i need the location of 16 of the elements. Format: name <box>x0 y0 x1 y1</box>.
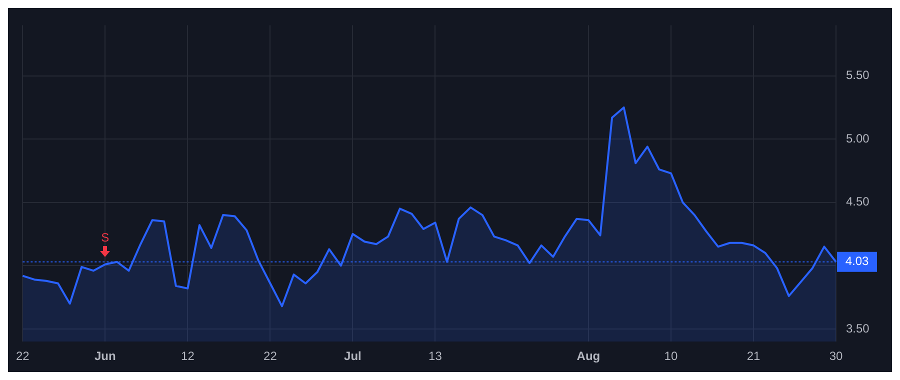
x-tick-label: 22 <box>264 349 278 364</box>
x-tick-label: 21 <box>746 349 760 364</box>
annotation: S <box>101 230 110 245</box>
y-tick-label: 5.50 <box>846 68 870 82</box>
y-tick-label: 3.50 <box>846 321 870 336</box>
ref-line-label: 4.03 <box>845 254 869 268</box>
x-tick-label: Jul <box>344 349 362 364</box>
x-tick-label: 10 <box>664 349 678 364</box>
x-tick-label: Jun <box>94 349 116 364</box>
y-tick-label: 5.00 <box>846 131 870 146</box>
x-tick-label: Aug <box>576 349 600 364</box>
x-tick-label: 22 <box>16 349 30 364</box>
x-tick-label: 13 <box>428 349 442 364</box>
y-tick-label: 4.50 <box>846 194 870 209</box>
x-tick-label: 30 <box>829 349 843 364</box>
x-tick-label: 12 <box>181 349 195 364</box>
